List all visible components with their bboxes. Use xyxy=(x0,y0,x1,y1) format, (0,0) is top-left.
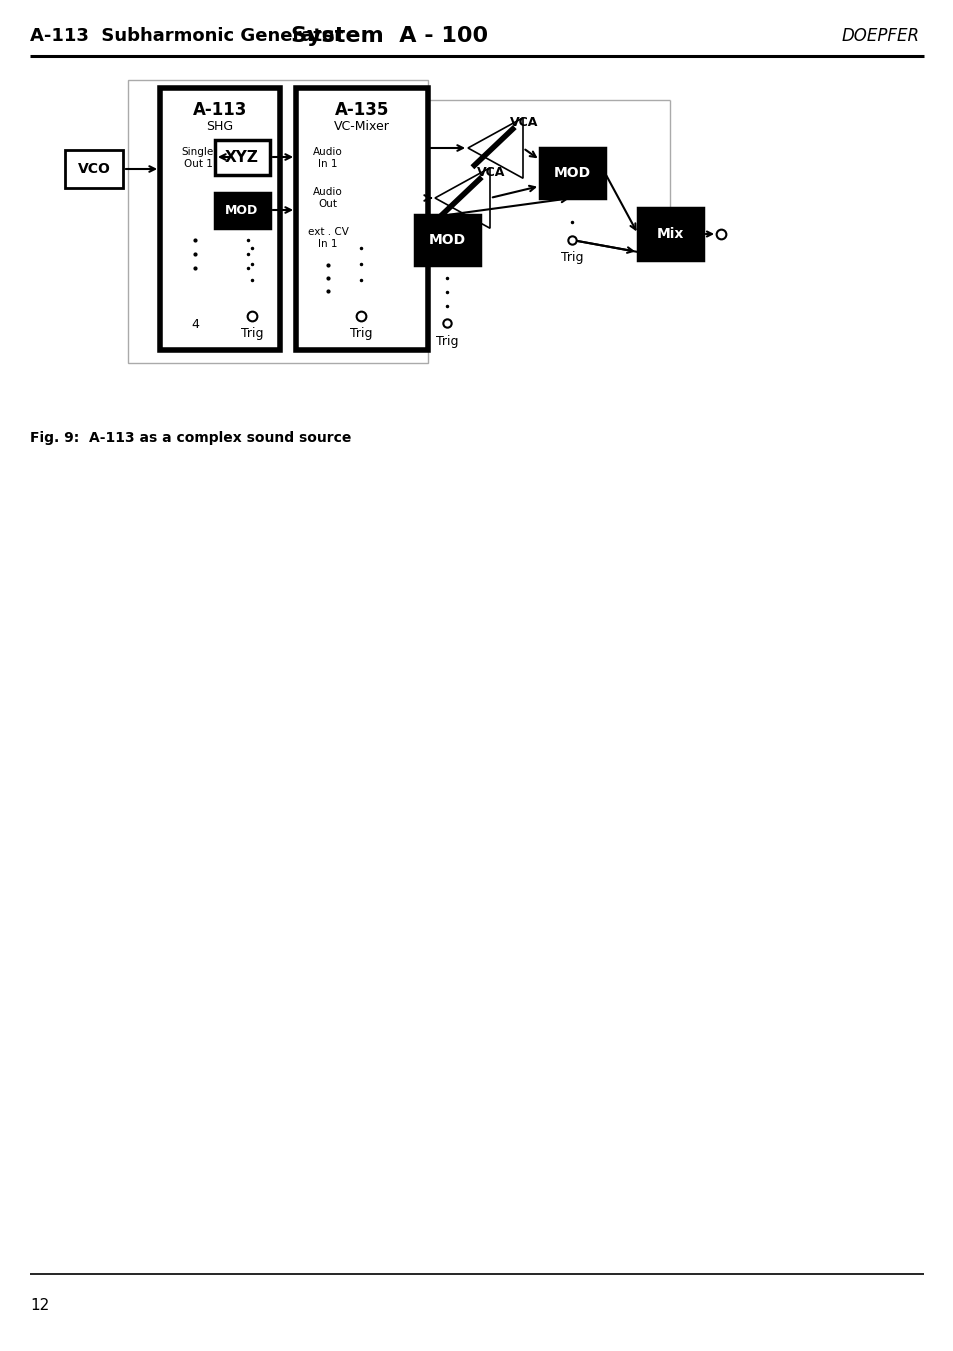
Text: A-135: A-135 xyxy=(335,101,389,119)
Text: VCA: VCA xyxy=(510,116,537,130)
Text: A-113: A-113 xyxy=(193,101,247,119)
Bar xyxy=(638,208,702,259)
Bar xyxy=(539,149,604,199)
Text: MOD: MOD xyxy=(553,166,590,180)
Text: MOD: MOD xyxy=(428,232,465,247)
Text: System  A - 100: System A - 100 xyxy=(291,26,488,46)
Text: Mix: Mix xyxy=(656,227,683,240)
Text: Trig: Trig xyxy=(560,251,582,265)
Bar xyxy=(415,215,479,265)
Text: A-113  Subharmonic Generator: A-113 Subharmonic Generator xyxy=(30,27,343,45)
Text: Trig: Trig xyxy=(436,335,457,349)
Bar xyxy=(160,88,280,350)
Text: VCA: VCA xyxy=(476,166,505,180)
Bar xyxy=(214,141,270,176)
Text: DOEPFER: DOEPFER xyxy=(841,27,919,45)
Text: Single
Out 1: Single Out 1 xyxy=(182,147,213,169)
Text: 12: 12 xyxy=(30,1298,50,1313)
Text: XYZ: XYZ xyxy=(225,150,258,165)
Text: Audio
In 1: Audio In 1 xyxy=(313,147,342,169)
Text: 4: 4 xyxy=(191,319,199,331)
Text: Trig: Trig xyxy=(350,327,372,340)
Text: MOD: MOD xyxy=(225,204,258,216)
Bar xyxy=(295,88,428,350)
Text: Trig: Trig xyxy=(240,327,263,340)
Text: ext . CV
In 1: ext . CV In 1 xyxy=(307,227,348,249)
Text: VC-Mixer: VC-Mixer xyxy=(334,119,390,132)
Text: SHG: SHG xyxy=(206,119,233,132)
Text: VCO: VCO xyxy=(77,162,111,176)
Bar xyxy=(65,150,123,188)
Bar xyxy=(128,80,428,363)
Text: Audio
Out: Audio Out xyxy=(313,188,342,209)
Bar xyxy=(214,193,270,228)
Text: Fig. 9:  A-113 as a complex sound source: Fig. 9: A-113 as a complex sound source xyxy=(30,431,351,444)
